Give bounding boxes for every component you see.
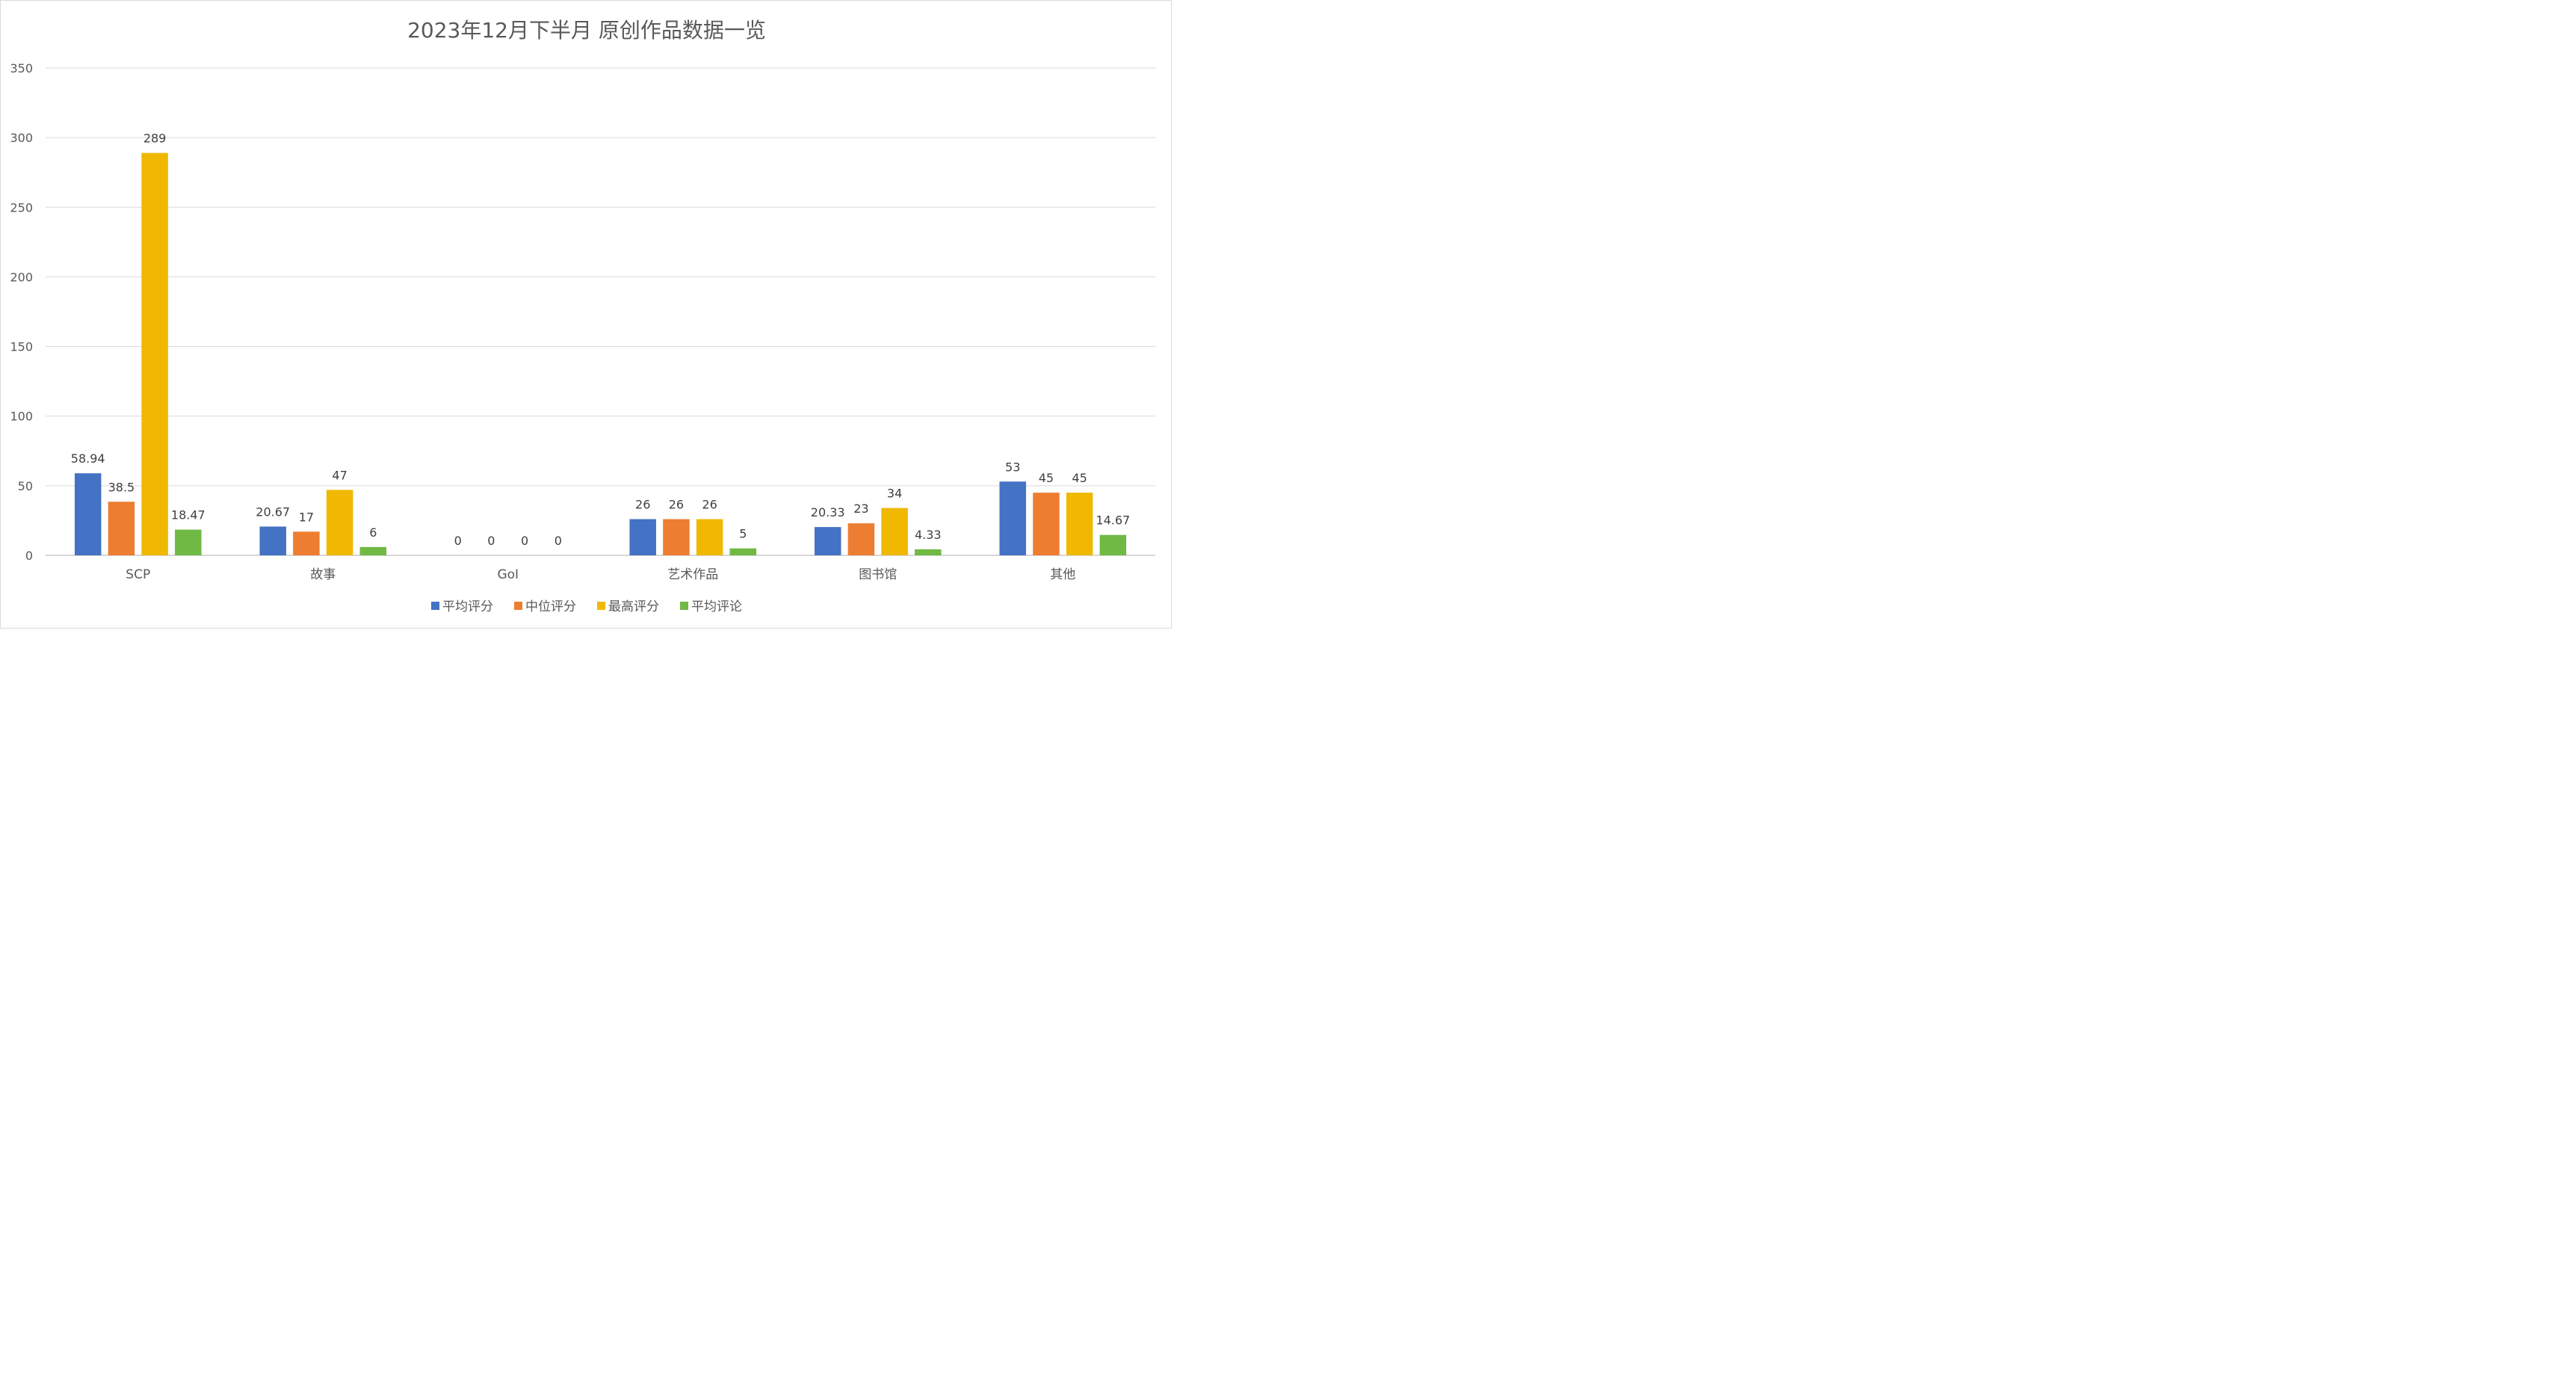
- bar: [881, 508, 908, 555]
- legend: 平均评分 中位评分 最高评分 平均评论: [431, 599, 742, 614]
- data-label: 0: [487, 534, 495, 548]
- data-label: 45: [1072, 471, 1087, 485]
- data-label: 0: [555, 534, 562, 548]
- y-tick-label: 300: [10, 131, 33, 145]
- data-label: 58.94: [71, 451, 105, 466]
- data-label: 26: [635, 498, 650, 512]
- gridlines: [46, 67, 1155, 556]
- y-axis-ticks: 0 50 100 150 200 250 300 350: [10, 61, 33, 563]
- data-label: 5: [739, 527, 747, 541]
- data-label: 34: [887, 487, 902, 501]
- x-tick-label: GoI: [497, 567, 519, 582]
- bar: [1066, 493, 1093, 555]
- bar: [915, 549, 942, 555]
- x-tick-label: 图书馆: [859, 567, 897, 582]
- legend-label: 平均评论: [691, 599, 742, 614]
- legend-label: 平均评分: [442, 599, 493, 614]
- legend-label: 最高评分: [608, 599, 659, 614]
- bar: [696, 519, 723, 555]
- y-tick-label: 50: [18, 479, 33, 493]
- legend-swatch: [431, 602, 439, 610]
- bar: [293, 531, 320, 555]
- bar: [999, 481, 1026, 555]
- data-label: 18.47: [171, 508, 206, 522]
- data-label: 38.5: [108, 480, 135, 494]
- bar: [629, 519, 656, 555]
- data-label: 6: [369, 525, 377, 540]
- bar: [359, 546, 387, 555]
- bar: [326, 490, 353, 555]
- y-tick-label: 100: [10, 410, 33, 424]
- chart-title: 2023年12月下半月 原创作品数据一览: [407, 18, 766, 43]
- y-tick-label: 250: [10, 200, 33, 215]
- bar: [259, 526, 286, 555]
- bar-chart: 2023年12月下半月 原创作品数据一览 0501001502002503003…: [10, 18, 1155, 614]
- x-tick-label: 故事: [310, 567, 336, 582]
- data-label: 23: [853, 502, 868, 516]
- data-label: 0: [454, 534, 462, 548]
- x-axis-ticks: SCP 故事 GoI 艺术作品 图书馆 其他: [126, 567, 1075, 582]
- y-tick-label: 350: [10, 61, 33, 75]
- bars: [74, 152, 1127, 556]
- bar: [1099, 534, 1127, 555]
- data-label: 4.33: [915, 528, 942, 542]
- bar: [108, 502, 135, 555]
- bar: [1033, 493, 1060, 555]
- data-label: 17: [299, 510, 314, 524]
- legend-swatch: [680, 602, 688, 610]
- x-tick-label: 艺术作品: [667, 567, 718, 582]
- y-tick-label: 0: [25, 549, 33, 563]
- legend-swatch: [597, 602, 605, 610]
- bar: [663, 519, 690, 555]
- data-label: 47: [332, 468, 347, 482]
- data-label: 53: [1005, 460, 1020, 474]
- data-label: 289: [143, 132, 167, 146]
- data-label: 26: [669, 498, 684, 512]
- bar: [847, 523, 875, 555]
- chart-container: 2023年12月下半月 原创作品数据一览 0 50 100 150 200 250 300 3…: [0, 0, 1172, 629]
- data-label: 14.67: [1096, 513, 1130, 528]
- data-label: 45: [1039, 471, 1054, 485]
- x-tick-label: SCP: [126, 567, 150, 582]
- data-label: 20.67: [256, 505, 290, 519]
- x-tick-label: 其他: [1050, 567, 1075, 582]
- bar: [74, 473, 102, 555]
- y-tick-label: 200: [10, 270, 33, 284]
- data-label: 20.33: [811, 505, 845, 519]
- bar: [729, 548, 757, 555]
- data-label: 26: [702, 498, 717, 512]
- y-tick-label: 150: [10, 340, 33, 354]
- legend-label: 中位评分: [525, 599, 576, 614]
- data-label: 0: [521, 534, 528, 548]
- bar: [814, 527, 841, 555]
- bar: [141, 152, 168, 556]
- bar: [175, 529, 202, 555]
- legend-swatch: [514, 602, 522, 610]
